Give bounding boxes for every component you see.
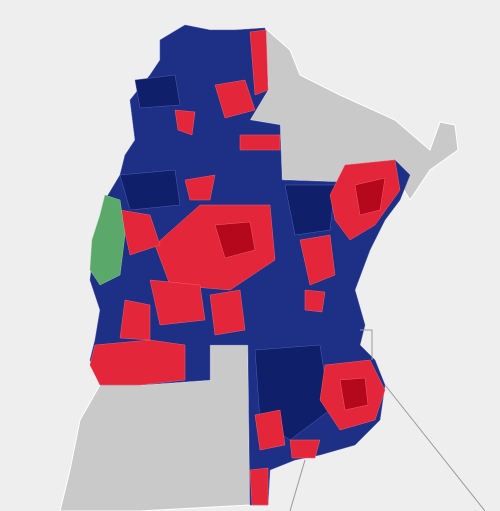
- region-area: [134, 74, 181, 109]
- region-area: [214, 79, 256, 119]
- inset-line: [360, 329, 373, 360]
- inset-line: [289, 459, 306, 511]
- region-area: [254, 409, 286, 451]
- region-area: [249, 29, 269, 96]
- region-area: [304, 289, 326, 313]
- region-area: [184, 174, 216, 201]
- region-area: [249, 467, 269, 506]
- region-area: [174, 109, 196, 136]
- region-area: [239, 134, 281, 151]
- inset-line: [384, 384, 486, 511]
- region-area: [339, 377, 369, 411]
- region-area: [119, 169, 181, 211]
- region-area: [149, 279, 206, 326]
- region-area: [214, 221, 256, 259]
- region-area: [299, 234, 336, 286]
- region-area: [119, 209, 161, 256]
- region-area: [284, 184, 336, 236]
- region-area: [119, 299, 151, 341]
- region-area: [289, 439, 321, 459]
- region-area: [89, 194, 126, 286]
- region-area: [354, 177, 386, 216]
- region-area: [209, 289, 246, 336]
- region-area: [89, 339, 186, 386]
